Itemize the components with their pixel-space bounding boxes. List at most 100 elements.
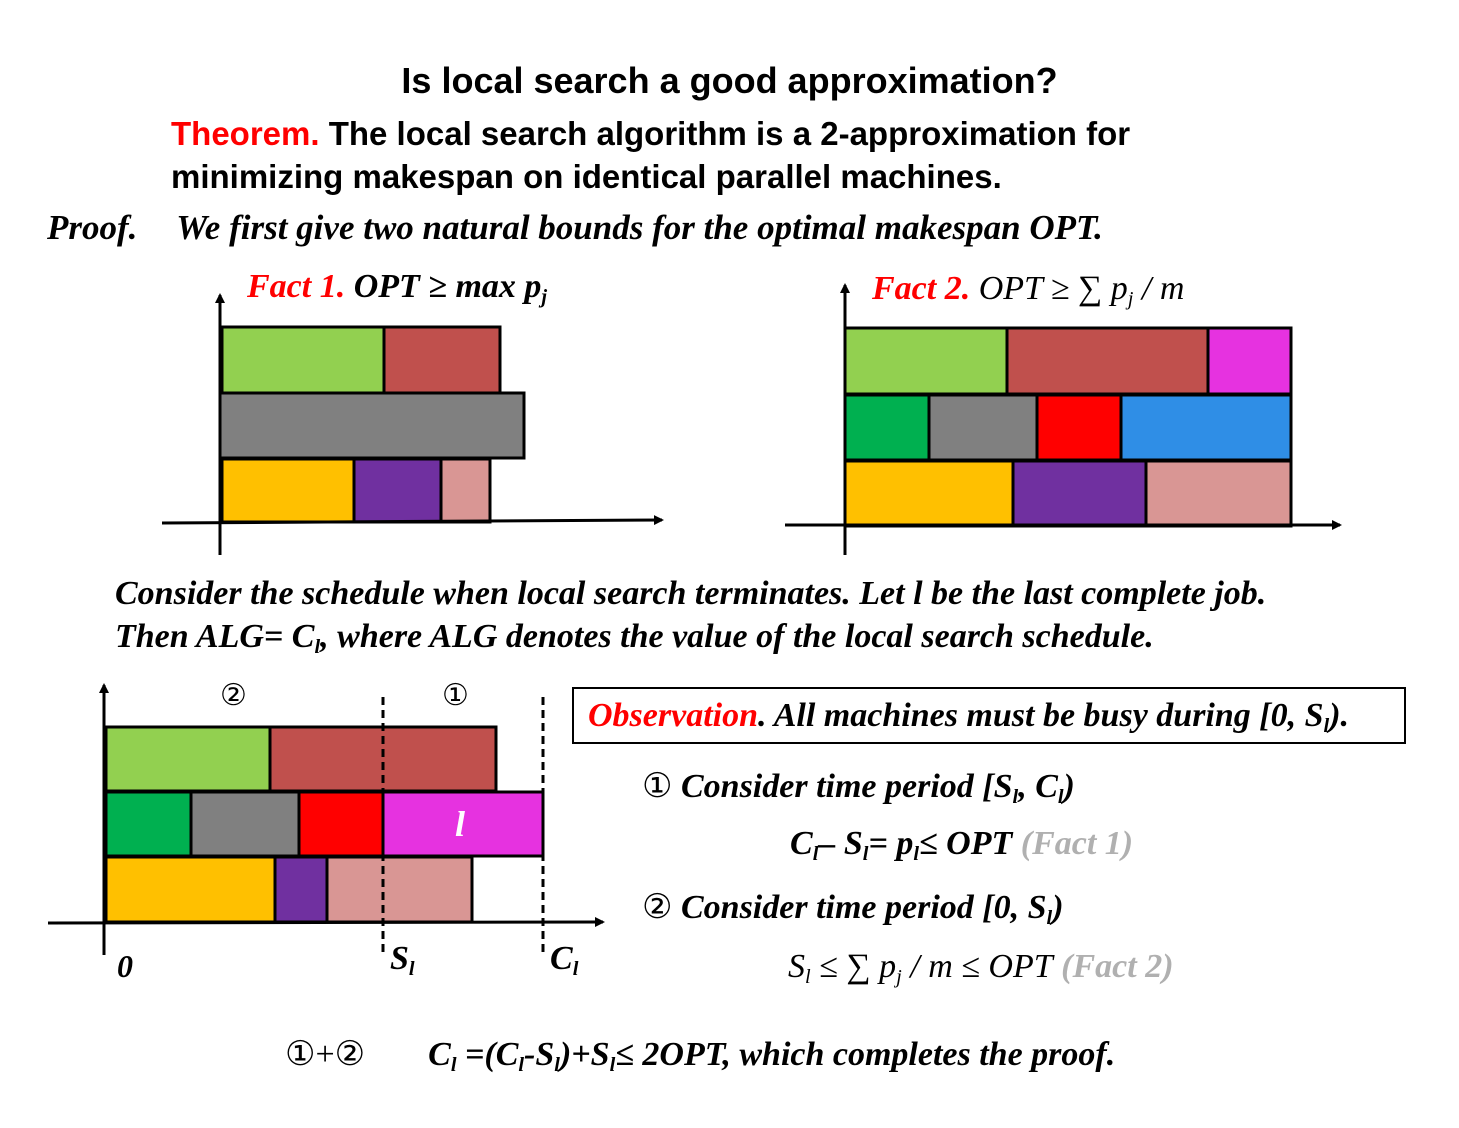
fact-1-label: Fact 1. <box>247 268 346 305</box>
job-gray-longest <box>218 391 526 460</box>
fact-2-sub: j <box>1127 288 1134 311</box>
job-light-green <box>104 725 272 793</box>
fact-1-diagram <box>161 293 664 555</box>
c-s1: l <box>450 1054 457 1077</box>
s-l-sub: l <box>408 958 415 981</box>
step-2-equation: Sl ≤ ∑ pj / m ≤ OPT (Fact 2) <box>788 948 1174 989</box>
fact-1-formula: OPT ≥ max p <box>353 268 542 305</box>
theorem-line-1: Theorem. The local search algorithm is a… <box>171 115 1130 153</box>
step-1-equation: Cl– Sl= pl≤ OPT (Fact 1) <box>790 825 1133 866</box>
step-2-text: Consider time period [0, S <box>680 889 1047 926</box>
c-s2: l <box>518 1054 525 1077</box>
c-a: C <box>428 1036 451 1073</box>
job-gray <box>927 393 1039 462</box>
job-brick <box>1005 326 1210 396</box>
c-c: -S <box>524 1036 555 1073</box>
x-axis <box>161 515 664 526</box>
step-1-marker: ① <box>642 768 673 805</box>
job-pink <box>1144 459 1293 528</box>
c-e: ≤ 2OPT, which completes the proof. <box>615 1036 1116 1073</box>
consider-text-b: , where ALG denotes the value of the loc… <box>320 618 1154 655</box>
job-green <box>843 393 931 462</box>
eq1-a: C <box>790 825 813 862</box>
observation-sub: l <box>1323 715 1330 738</box>
fact-2: Fact 2. OPT ≥ ∑ pj / m <box>872 270 1184 311</box>
step-1: ① Consider time period [Sl, Cl) <box>642 766 1075 809</box>
job-purple <box>273 855 329 924</box>
step-2-marker: ② <box>642 889 673 926</box>
job-magenta <box>1206 326 1293 396</box>
c-s3: l <box>554 1054 560 1077</box>
step-2: ② Consider time period [0, Sl) <box>642 887 1064 930</box>
job-l-label: l <box>455 804 466 844</box>
job-l-magenta <box>381 790 545 858</box>
job-purple <box>1011 459 1148 528</box>
proof-line: Proof. We first give two natural bounds … <box>47 208 1103 248</box>
fact-2-label: Fact 2. <box>872 270 971 307</box>
job-gold <box>104 855 277 924</box>
theorem-line-2: minimizing makespan on identical paralle… <box>171 158 1002 195</box>
job-gold <box>220 457 356 524</box>
fact-2-formula: OPT ≥ ∑ p <box>978 270 1128 307</box>
step-1-end: ) <box>1063 768 1075 805</box>
eq2-s1: l <box>805 966 811 989</box>
observation-label: Observation <box>588 697 758 734</box>
consider-line-2: Then ALG= Cl, where ALG denotes the valu… <box>115 618 1154 659</box>
slide-title: Is local search a good approximation? <box>401 60 1058 101</box>
eq1-s1: l <box>812 843 819 866</box>
step-2-end: ) <box>1052 889 1064 926</box>
fact-1-sub: j <box>541 286 548 309</box>
job-red <box>297 790 385 858</box>
c-l-sub: l <box>572 958 579 981</box>
consider-text-a: Then ALG= C <box>115 618 315 655</box>
job-light-green <box>220 325 386 395</box>
job-pink <box>439 457 492 524</box>
observation-box <box>572 687 1406 744</box>
observation-end: ). <box>1329 697 1350 734</box>
observation-text: . All machines must be busy during [0, S <box>758 697 1324 734</box>
proof-text: We first give two natural bounds for the… <box>176 208 1103 247</box>
eq1-c: = p <box>868 825 914 862</box>
step-2-note: (Fact 2) <box>1061 948 1174 985</box>
c-l-label: Cl <box>550 940 578 981</box>
step-1-sub-2: l <box>1057 786 1064 809</box>
s-l-label: Sl <box>390 940 415 981</box>
step-1-mid: , C <box>1018 768 1058 805</box>
observation: Observation. All machines must be busy d… <box>588 697 1349 738</box>
job-green <box>104 790 193 858</box>
conclusion-markers: ①+② <box>285 1036 366 1073</box>
job-gold <box>843 459 1015 528</box>
eq2-b: ≤ ∑ p <box>810 948 897 985</box>
period-1-marker: ① <box>442 678 469 713</box>
eq1-s2: l <box>862 843 869 866</box>
eq2-s2: j <box>896 966 902 989</box>
job-brick <box>382 325 502 395</box>
theorem-label: Theorem. <box>171 115 320 152</box>
eq2-c: / m ≤ OPT <box>901 948 1053 985</box>
eq1-b: – S <box>818 825 863 862</box>
consider-line-1: Consider the schedule when local search … <box>115 575 1267 612</box>
step-2-sub: l <box>1046 907 1053 930</box>
step-1-text: Consider time period [S <box>680 768 1013 805</box>
axis-zero-label: 0 <box>117 948 133 984</box>
c-b: =(C <box>456 1036 519 1073</box>
fact-2-formula-end: / m <box>1133 270 1185 307</box>
local-search-diagram <box>47 683 605 955</box>
x-axis <box>47 917 605 928</box>
eq1-d: ≤ OPT <box>919 825 1013 862</box>
period-2-marker: ② <box>220 678 247 713</box>
conclusion: ①+② Cl =(Cl-Sl)+Sl≤ 2OPT, which complete… <box>285 1034 1115 1077</box>
job-pink <box>325 855 474 924</box>
step-1-sub-1: l <box>1012 786 1019 809</box>
job-red <box>1035 393 1123 462</box>
fact-1: Fact 1. OPT ≥ max pj <box>247 268 547 309</box>
eq1-s3: l <box>913 843 919 866</box>
step-1-note: (Fact 1) <box>1020 825 1134 862</box>
job-gray <box>189 790 301 858</box>
proof-label: Proof. <box>47 208 138 247</box>
eq2-a: S <box>788 948 805 985</box>
job-purple <box>352 457 443 524</box>
fact-2-diagram <box>785 283 1342 555</box>
s-l-text: S <box>390 940 409 977</box>
